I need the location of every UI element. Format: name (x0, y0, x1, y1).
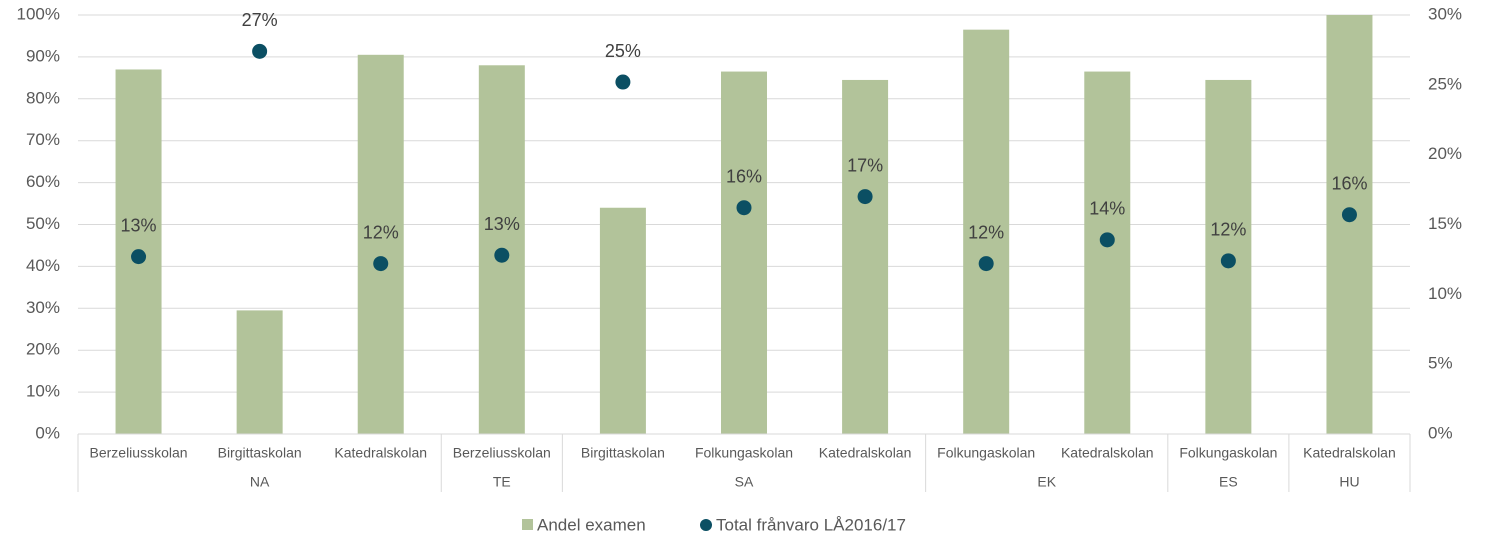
data-label: 16% (726, 166, 762, 186)
data-label: 12% (1210, 220, 1246, 240)
group-label: SA (735, 474, 754, 490)
y-tick-label: 50% (26, 214, 60, 233)
x-tick-label: Katedralskolan (1061, 445, 1154, 461)
y-tick-label: 10% (26, 382, 60, 401)
data-label: 12% (363, 222, 399, 242)
y2-tick-label: 25% (1428, 74, 1462, 93)
y2-tick-label: 20% (1428, 144, 1462, 163)
dot (978, 256, 994, 272)
legend-label: Total frånvaro LÅ2016/17 (716, 515, 906, 534)
y2-tick-label: 5% (1428, 354, 1453, 373)
dot (131, 249, 147, 265)
bar (963, 29, 1010, 434)
bar (599, 207, 646, 434)
y-tick-label: 30% (26, 298, 60, 317)
dot (615, 74, 631, 90)
y-tick-label: 100% (17, 4, 60, 23)
x-tick-label: Folkungaskolan (695, 445, 793, 461)
y2-tick-label: 10% (1428, 284, 1462, 303)
x-tick-label: Katedralskolan (334, 445, 427, 461)
dot (736, 200, 752, 216)
y-tick-label: 60% (26, 172, 60, 191)
y-tick-label: 80% (26, 88, 60, 107)
dot (1341, 207, 1357, 223)
legend-label: Andel examen (537, 515, 646, 534)
data-label: 13% (121, 215, 157, 235)
dot (1220, 253, 1236, 269)
group-label: HU (1339, 474, 1359, 490)
x-tick-label: Berzeliusskolan (90, 445, 188, 461)
bar (842, 79, 889, 434)
y-tick-label: 0% (35, 423, 60, 442)
group-label: EK (1037, 474, 1056, 490)
dot (1099, 232, 1115, 248)
x-tick-label: Birgittaskolan (218, 445, 302, 461)
group-label: NA (250, 474, 270, 490)
bar (357, 54, 404, 435)
data-label: 27% (242, 10, 278, 30)
x-tick-label: Folkungaskolan (937, 445, 1035, 461)
group-label: TE (493, 474, 511, 490)
x-tick-label: Folkungaskolan (1179, 445, 1277, 461)
bar (1326, 15, 1373, 434)
y-tick-label: 70% (26, 130, 60, 149)
legend-swatch (700, 519, 712, 531)
x-tick-label: Birgittaskolan (581, 445, 665, 461)
y-tick-label: 40% (26, 256, 60, 275)
y-tick-label: 20% (26, 340, 60, 359)
y2-tick-label: 30% (1428, 4, 1462, 23)
data-label: 17% (847, 155, 883, 175)
dot (857, 189, 873, 205)
y-tick-label: 90% (26, 46, 60, 65)
data-label: 12% (968, 222, 1004, 242)
y2-tick-label: 0% (1428, 423, 1453, 442)
data-label: 14% (1089, 199, 1125, 219)
y2-tick-label: 15% (1428, 214, 1462, 233)
dot (373, 256, 389, 272)
group-label: ES (1219, 474, 1238, 490)
bar (236, 310, 283, 434)
bar (721, 71, 767, 434)
data-label: 16% (1331, 173, 1367, 193)
dot (252, 43, 268, 59)
x-tick-label: Katedralskolan (819, 445, 912, 461)
data-label: 13% (484, 214, 520, 234)
x-tick-label: Berzeliusskolan (453, 445, 551, 461)
dot (494, 247, 510, 263)
legend-swatch (522, 519, 533, 530)
bar (1084, 71, 1131, 434)
x-tick-label: Katedralskolan (1303, 445, 1396, 461)
data-label: 25% (605, 41, 641, 61)
